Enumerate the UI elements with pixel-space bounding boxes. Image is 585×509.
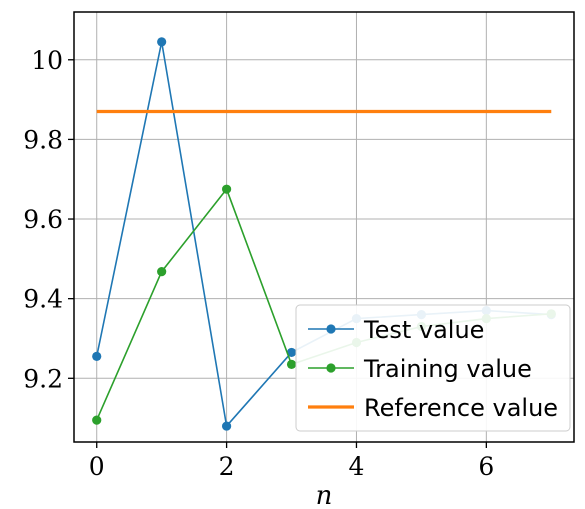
y-tick-label: 9.2 xyxy=(23,364,63,393)
legend-label-test-value: Test value xyxy=(363,316,484,344)
legend-box xyxy=(295,304,571,432)
training-value-point xyxy=(157,266,167,277)
x-tick-label: 2 xyxy=(219,452,235,481)
legend-marker-test-value xyxy=(326,324,336,334)
x-tick-label: 6 xyxy=(478,452,494,481)
legend-label-training-value: Training value xyxy=(363,355,532,383)
y-tick-label: 9.6 xyxy=(23,205,63,234)
y-tick-label: 10 xyxy=(31,46,63,75)
x-tick-label: 0 xyxy=(89,452,105,481)
test-value-point xyxy=(92,351,102,361)
test-value-point xyxy=(157,37,167,47)
y-tick-label: 9.4 xyxy=(23,285,63,314)
legend: Test value Training value Reference value xyxy=(295,304,571,432)
training-value-point xyxy=(221,184,232,194)
x-tick-label: 4 xyxy=(349,452,365,481)
test-value-point xyxy=(286,347,297,358)
legend-marker-training-value xyxy=(326,363,336,373)
y-tick-label: 9.8 xyxy=(23,125,63,154)
ticks: 0 2 4 6 9.2 9.4 9.6 9.8 10 xyxy=(23,46,494,481)
test-value-point xyxy=(221,421,232,431)
training-value-point xyxy=(92,415,102,425)
training-value-point xyxy=(286,359,297,369)
x-axis-label: n xyxy=(316,481,333,509)
plot-frame xyxy=(73,11,575,443)
legend-label-reference-value: Reference value xyxy=(364,394,558,422)
